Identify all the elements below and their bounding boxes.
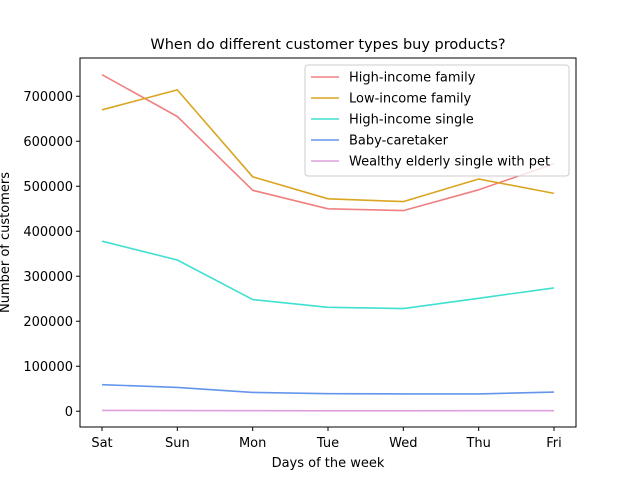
- y-tick-label: 700000: [23, 90, 73, 105]
- legend-label: Low-income family: [349, 92, 471, 107]
- series-line-4: [101, 383, 555, 395]
- legend: High-income family Low-income family High-…: [304, 64, 570, 177]
- series-line-1: [101, 74, 555, 212]
- x-tick-label: Fri: [546, 436, 562, 451]
- y-tick-label: 400000: [23, 225, 73, 240]
- y-tick-label: 200000: [23, 315, 73, 330]
- series-lines: [101, 74, 555, 412]
- chart-title: When do different customer types buy pro…: [150, 37, 505, 53]
- x-tick-label: Wed: [389, 436, 417, 451]
- legend-label: High-income single: [349, 113, 474, 128]
- y-axis-label: Number of customers: [0, 172, 13, 313]
- y-axis-ticks: 0 100000 200000 300000 400000 500000 600000 700…: [23, 90, 80, 420]
- x-tick-label: Tue: [316, 436, 339, 451]
- y-tick-label: 500000: [23, 180, 73, 195]
- y-tick-label: 300000: [23, 270, 73, 285]
- legend-label: Wealthy elderly single with pet: [349, 155, 550, 170]
- legend-box: [304, 64, 570, 177]
- legend-label: Baby-caretaker: [349, 134, 449, 149]
- y-tick-label: 0: [65, 405, 73, 420]
- series-line-3: [101, 240, 555, 310]
- series-line-2: [101, 89, 555, 203]
- y-tick-label: 600000: [23, 135, 73, 150]
- x-axis-ticks: Sat Sun Mon Tue Wed Thu Fri: [91, 427, 562, 451]
- x-tick-label: Sun: [165, 436, 190, 451]
- x-axis-label: Days of the week: [272, 456, 385, 471]
- x-tick-label: Sat: [91, 436, 112, 451]
- y-tick-label: 100000: [23, 360, 73, 375]
- x-tick-label: Mon: [239, 436, 266, 451]
- x-tick-label: Thu: [465, 436, 490, 451]
- legend-label: High-income family: [349, 71, 476, 86]
